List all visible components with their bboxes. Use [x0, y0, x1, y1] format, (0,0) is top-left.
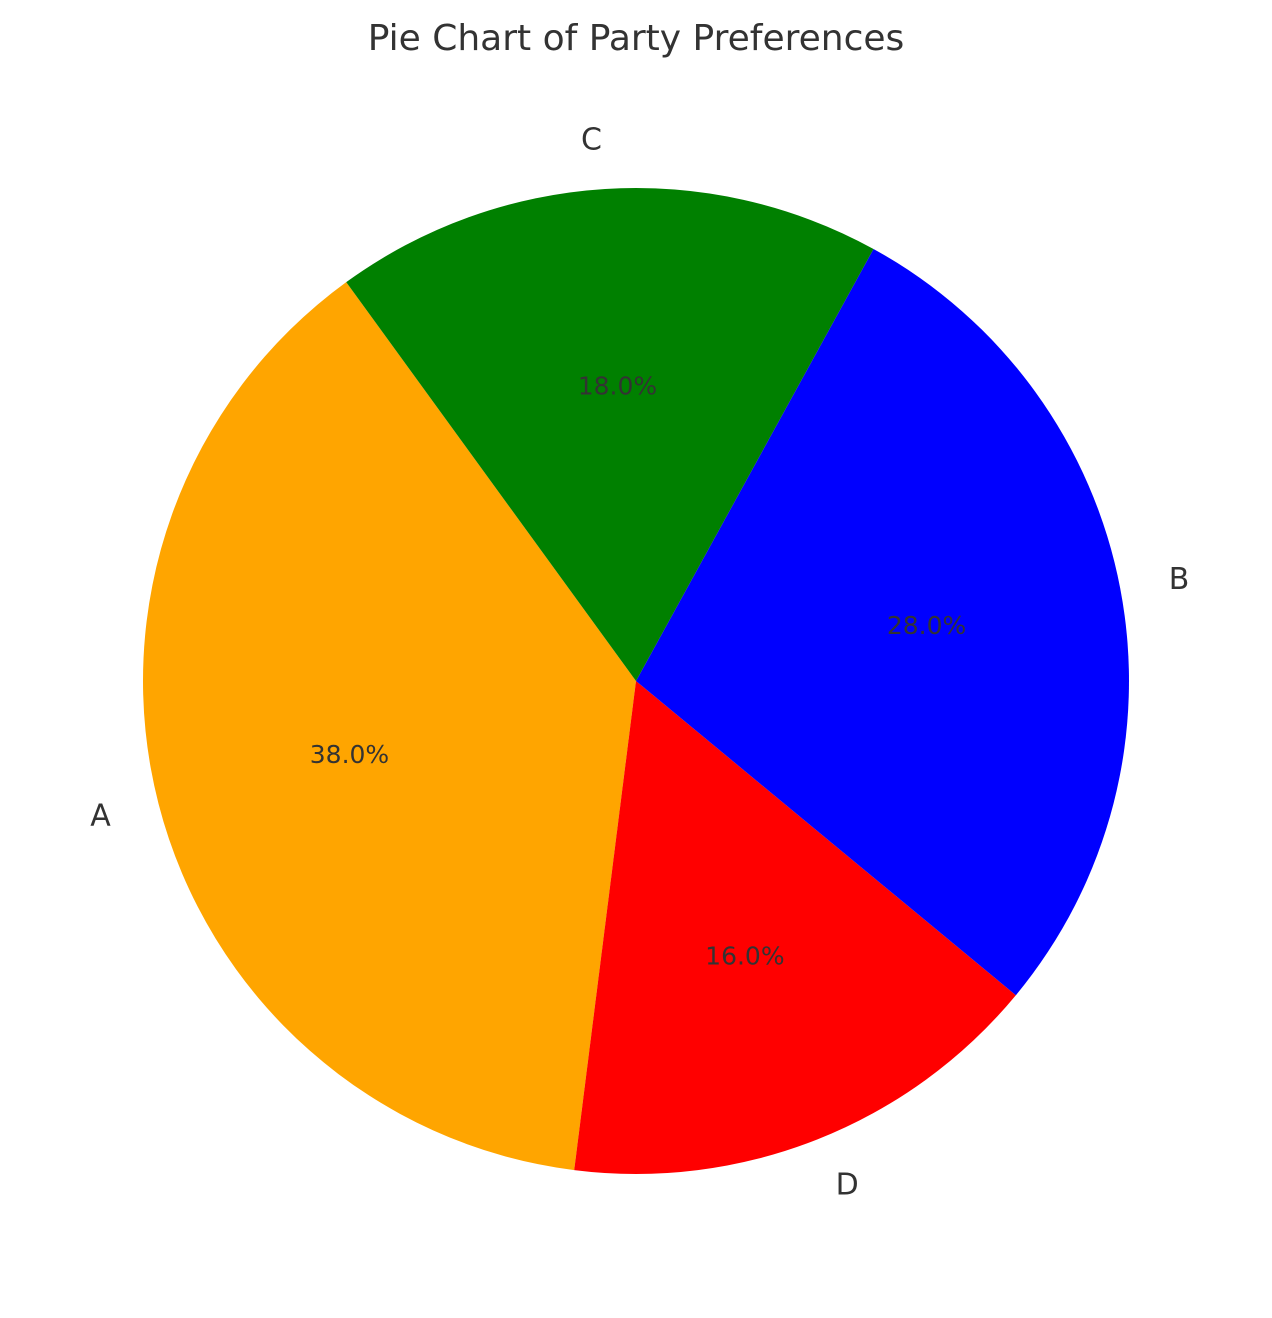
slice-label-b: B	[1169, 562, 1190, 597]
pie-slices	[142, 187, 1129, 1174]
slice-label-c: C	[581, 122, 602, 157]
slice-label-d: D	[836, 1168, 859, 1203]
chart-title: Pie Chart of Party Preferences	[368, 18, 905, 59]
pie-slice-c	[346, 187, 874, 682]
pie-labels: A 38.0% D 16.0% B 28.0% C 18.0%	[90, 122, 1189, 1202]
percent-label-a: 38.0%	[310, 740, 389, 769]
percent-label-d: 16.0%	[705, 942, 784, 971]
pie-slice-b	[636, 248, 1129, 996]
pie-slice-d	[574, 681, 1016, 1174]
pie-slice-a	[142, 282, 637, 1171]
percent-label-c: 18.0%	[578, 371, 657, 400]
percent-label-b: 28.0%	[887, 611, 966, 640]
slice-label-a: A	[90, 798, 111, 833]
